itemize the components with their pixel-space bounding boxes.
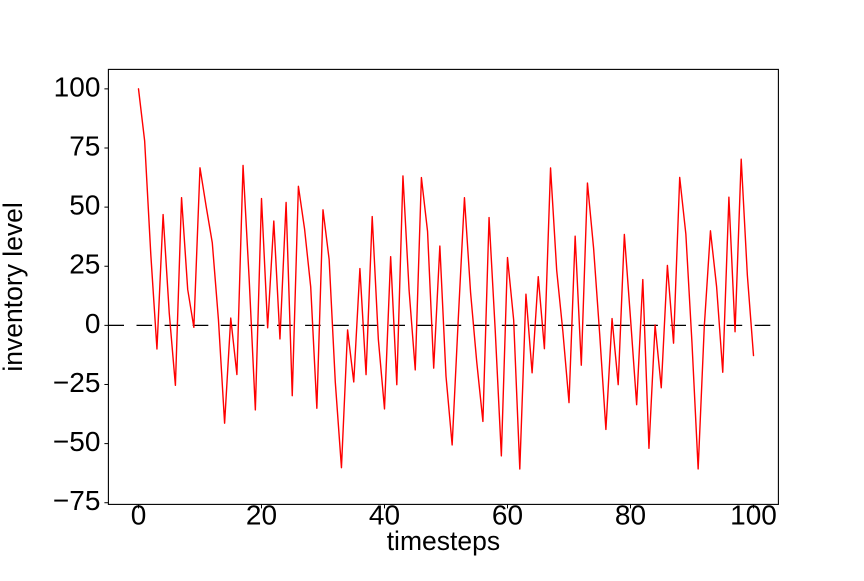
svg-text:75: 75 bbox=[69, 130, 100, 161]
svg-text:25: 25 bbox=[69, 249, 100, 280]
svg-text:0: 0 bbox=[131, 499, 147, 530]
svg-text:0: 0 bbox=[85, 308, 101, 339]
svg-text:−25: −25 bbox=[53, 367, 101, 398]
svg-text:80: 80 bbox=[615, 499, 646, 530]
svg-text:−75: −75 bbox=[53, 485, 101, 516]
svg-text:−50: −50 bbox=[53, 426, 101, 457]
svg-text:50: 50 bbox=[69, 190, 100, 221]
svg-text:inventory level: inventory level bbox=[0, 202, 28, 371]
svg-text:timesteps: timesteps bbox=[387, 526, 500, 556]
svg-text:20: 20 bbox=[246, 499, 277, 530]
svg-text:100: 100 bbox=[54, 71, 101, 102]
svg-text:100: 100 bbox=[730, 499, 777, 530]
